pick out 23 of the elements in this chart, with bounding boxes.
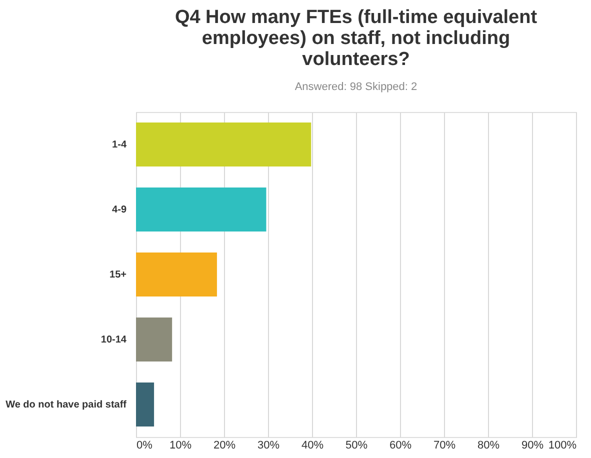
x-tick-label: 50% — [345, 440, 368, 452]
bar — [136, 318, 172, 362]
y-tick-label: We do not have paid staff — [6, 400, 128, 410]
x-tick-label: 30% — [257, 440, 280, 452]
x-tick-label: 60% — [389, 440, 412, 452]
y-tick-label: 10-14 — [100, 334, 127, 346]
x-tick-label: 0% — [136, 440, 153, 452]
x-tick-label: 40% — [301, 440, 324, 452]
chart-subtitle: Answered: 98 Skipped: 2 — [294, 81, 418, 93]
bar — [136, 122, 312, 166]
y-tick-label: 1-4 — [112, 140, 127, 150]
bar — [136, 188, 266, 232]
x-tick-label: 20% — [213, 440, 236, 452]
x-tick-label: 70% — [433, 440, 456, 452]
y-tick-label: 4-9 — [112, 204, 127, 216]
y-tick-label: 15+ — [110, 270, 127, 280]
x-tick-label: 90% — [521, 440, 544, 452]
bar — [136, 382, 154, 426]
bar — [136, 252, 217, 296]
x-tick-label: 10% — [169, 440, 192, 452]
x-tick-label: 100% — [548, 440, 577, 452]
x-tick-label: 80% — [477, 440, 500, 452]
chart-title: Q4 How many FTEs (full-time equivalent employees) on staff, not including volunteers? — [174, 7, 538, 70]
